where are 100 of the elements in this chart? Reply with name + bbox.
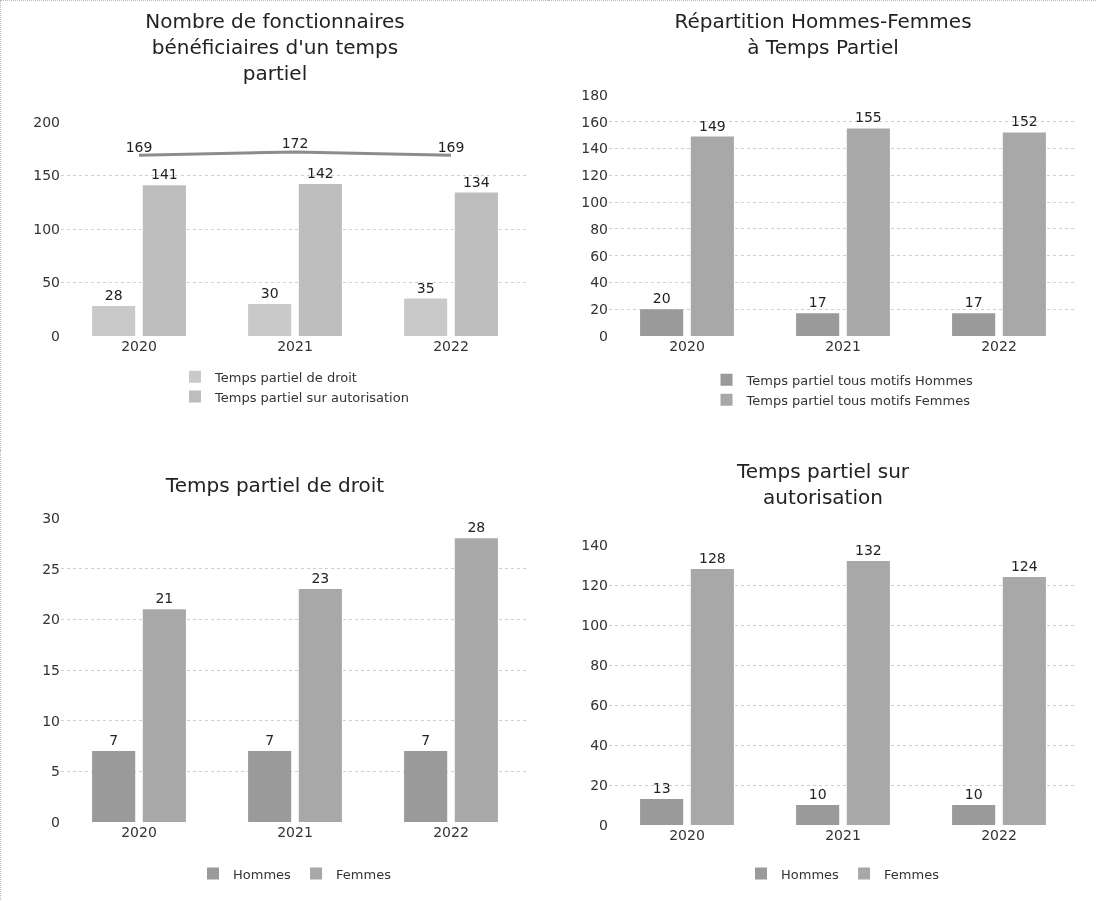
data-label: 155 <box>854 109 882 126</box>
y-tick-label: 150 <box>33 167 60 184</box>
data-label: 17 <box>964 294 983 311</box>
y-tick-label: 60 <box>590 696 608 713</box>
y-tick-label: 0 <box>51 327 60 344</box>
y-tick-label: 100 <box>581 616 608 633</box>
bar <box>846 128 890 336</box>
bar <box>952 805 996 825</box>
x-tick-label: 2021 <box>277 338 313 354</box>
y-tick-label: 25 <box>42 560 60 577</box>
data-label: 10 <box>808 786 827 802</box>
bar <box>454 538 498 822</box>
x-tick-label: 2022 <box>433 824 469 840</box>
y-tick-label: 120 <box>581 167 608 184</box>
data-label: 169 <box>437 138 465 155</box>
data-label: 128 <box>698 550 726 566</box>
bar <box>796 805 840 825</box>
y-tick-label: 120 <box>581 576 608 593</box>
data-label: 28 <box>467 519 486 536</box>
data-label: 20 <box>652 290 671 307</box>
x-tick-label: 2020 <box>121 824 157 840</box>
bar <box>404 751 448 822</box>
y-tick-label: 140 <box>581 140 608 157</box>
x-tick-label: 2021 <box>825 827 861 843</box>
legend-label: Temps partiel sur autorisation <box>214 389 409 405</box>
bar <box>640 799 684 825</box>
data-label: 7 <box>421 732 431 749</box>
bar <box>1002 132 1046 336</box>
bar <box>248 303 292 336</box>
data-label: 13 <box>652 780 671 796</box>
legend-label: Temps partiel de droit <box>214 369 357 385</box>
data-label: 10 <box>964 786 983 802</box>
y-tick-label: 20 <box>590 776 608 793</box>
legend-label: Femmes <box>884 866 940 882</box>
y-tick-label: 140 <box>581 536 608 553</box>
bar <box>142 609 186 822</box>
y-tick-label: 60 <box>590 247 608 264</box>
data-label: 169 <box>125 138 153 155</box>
chart-title: Temps partiel de droit <box>164 473 385 497</box>
x-tick-label: 2021 <box>277 824 313 840</box>
data-label: 23 <box>311 569 330 586</box>
data-label: 28 <box>104 287 123 304</box>
y-tick-label: 20 <box>42 611 60 628</box>
data-label: 132 <box>854 542 882 558</box>
y-tick-label: 30 <box>42 509 60 526</box>
bar <box>248 751 292 822</box>
y-tick-label: 5 <box>51 763 60 780</box>
data-label: 7 <box>109 732 119 749</box>
x-tick-label: 2021 <box>825 338 861 354</box>
y-tick-label: 0 <box>599 816 608 833</box>
bar <box>298 184 342 336</box>
y-tick-label: 160 <box>581 113 608 130</box>
bar <box>846 561 890 825</box>
bar <box>92 306 136 336</box>
data-label: 17 <box>808 294 827 311</box>
bar <box>640 309 684 336</box>
data-label: 30 <box>260 284 279 301</box>
x-tick-label: 2022 <box>433 338 469 354</box>
x-tick-label: 2020 <box>669 827 705 843</box>
x-tick-label: 2022 <box>981 338 1017 354</box>
bar <box>690 136 734 336</box>
y-tick-label: 100 <box>33 220 60 237</box>
y-tick-label: 180 <box>581 86 608 103</box>
legend-label: Temps partiel tous motifs Hommes <box>745 372 974 388</box>
bar <box>454 192 498 336</box>
data-label: 141 <box>150 166 178 183</box>
data-label: 35 <box>416 279 435 296</box>
y-tick-label: 50 <box>42 274 60 291</box>
bar <box>1002 577 1046 825</box>
legend-label: Temps partiel tous motifs Femmes <box>745 392 971 408</box>
data-label: 7 <box>265 732 275 749</box>
data-label: 142 <box>306 165 334 182</box>
x-tick-label: 2022 <box>981 827 1017 843</box>
bar <box>690 569 734 825</box>
y-tick-label: 80 <box>590 220 608 237</box>
data-label: 152 <box>1010 113 1038 130</box>
y-tick-label: 0 <box>599 327 608 344</box>
bar <box>92 751 136 822</box>
bar <box>404 298 448 336</box>
bar <box>952 313 996 336</box>
y-tick-label: 10 <box>42 712 60 729</box>
bar <box>796 313 840 336</box>
data-label: 172 <box>281 135 309 152</box>
y-tick-label: 100 <box>581 194 608 211</box>
legend-label: Hommes <box>233 866 292 882</box>
bar <box>298 588 342 822</box>
y-tick-label: 40 <box>590 274 608 291</box>
chart-title: Nombre de fonctionnaires bénéficiaires d'un temps partiel <box>145 9 405 85</box>
y-tick-label: 0 <box>51 813 60 830</box>
data-label: 124 <box>1010 558 1038 574</box>
data-label: 21 <box>155 590 174 607</box>
legend-label: Femmes <box>336 866 392 882</box>
x-tick-label: 2020 <box>121 338 157 354</box>
y-tick-label: 20 <box>590 301 608 318</box>
chart-title: Temps partiel sur autorisation <box>735 459 910 509</box>
y-tick-label: 80 <box>590 656 608 673</box>
x-tick-label: 2020 <box>669 338 705 354</box>
bar <box>142 185 186 336</box>
y-tick-label: 15 <box>42 661 60 678</box>
legend-label: Hommes <box>781 866 840 882</box>
